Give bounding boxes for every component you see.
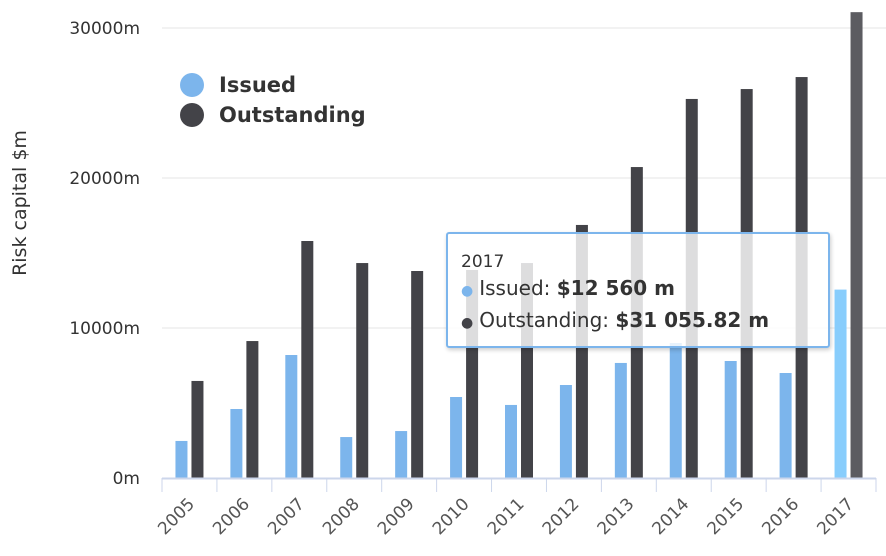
y-tick-label: 0m [113, 469, 140, 489]
x-tick-label: 2015 [703, 494, 748, 539]
y-axis-title: Risk capital $m [9, 130, 31, 276]
x-tick-label: 2007 [264, 494, 309, 539]
x-tick-label: 2014 [649, 494, 694, 539]
bar-issued-2012[interactable] [559, 385, 572, 478]
tooltip-title: 2017 [461, 252, 505, 272]
legend: Issued Outstanding [180, 70, 366, 130]
tooltip-row-outstanding: ● Outstanding: $31 055.82 m [461, 306, 828, 338]
bar-issued-2011[interactable] [505, 404, 517, 478]
bar-issued-2010[interactable] [450, 397, 463, 478]
bar-issued-2013[interactable] [614, 362, 627, 478]
x-tick-label: 2017 [813, 494, 858, 539]
bar-issued-2007[interactable] [285, 355, 298, 478]
bar-issued-2014[interactable] [669, 343, 682, 478]
legend-label-issued: Issued [219, 73, 297, 97]
x-tick-label: 2006 [209, 494, 254, 539]
bar-outstanding-2008[interactable] [356, 263, 369, 478]
bar-issued-2015[interactable] [724, 361, 737, 478]
bar-issued-2008[interactable] [340, 437, 353, 478]
legend-item-outstanding[interactable]: Outstanding [180, 100, 366, 130]
x-tick-label: 2012 [539, 494, 584, 539]
x-tick-label: 2005 [154, 494, 199, 539]
issued-dot-icon: ● [461, 283, 474, 299]
bar-outstanding-2005[interactable] [191, 380, 204, 478]
x-tick-label: 2010 [429, 494, 474, 539]
x-tick-label: 2009 [374, 494, 419, 539]
bar-issued-2006[interactable] [230, 409, 243, 478]
x-tick-label: 2016 [758, 494, 803, 539]
bar-outstanding-2007[interactable] [301, 241, 314, 478]
tooltip-outstanding-label: Outstanding: [479, 308, 610, 332]
legend-label-outstanding: Outstanding [219, 103, 366, 127]
y-tick-label: 10000m [69, 319, 140, 339]
outstanding-dot-icon: ● [461, 315, 474, 331]
bar-issued-2005[interactable] [175, 440, 188, 478]
legend-dot-outstanding [180, 103, 204, 127]
y-tick-label: 20000m [69, 169, 140, 189]
legend-dot-issued [180, 73, 204, 97]
legend-item-issued[interactable]: Issued [180, 70, 366, 100]
tooltip-outstanding-value: $31 055.82 m [615, 308, 770, 332]
y-tick-label: 30000m [69, 19, 140, 39]
x-tick-label: 2011 [484, 494, 529, 539]
x-tick-label: 2013 [594, 494, 639, 539]
bar-issued-2009[interactable] [395, 431, 408, 478]
tooltip-row-issued: ● Issued: $12 560 m [461, 274, 828, 306]
x-tick-label: 2008 [319, 494, 364, 539]
bar-outstanding-2017[interactable] [850, 12, 863, 479]
bar-outstanding-2006[interactable] [246, 341, 259, 478]
bar-issued-2016[interactable] [779, 373, 792, 478]
tooltip-issued-value: $12 560 m [556, 276, 675, 300]
tooltip: 2017 ● Issued: $12 560 m ● Outstanding: $3… [446, 232, 830, 348]
bar-outstanding-2009[interactable] [411, 271, 424, 478]
bar-issued-2017[interactable] [834, 289, 847, 478]
tooltip-issued-label: Issued: [479, 276, 551, 300]
